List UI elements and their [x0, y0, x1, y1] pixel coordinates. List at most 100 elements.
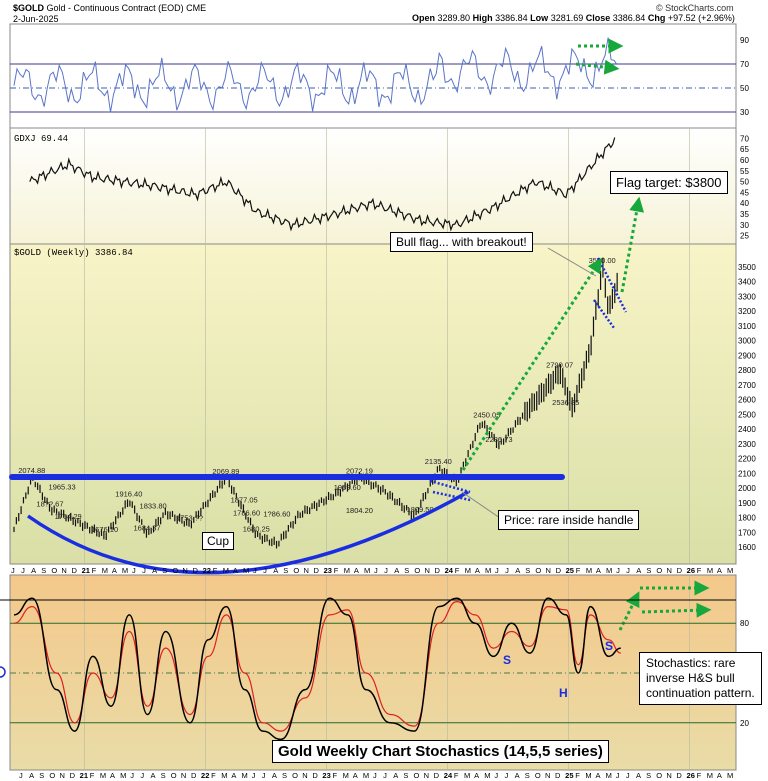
stoch-x-tick: A [231, 771, 236, 780]
gold-x-tick: 26 [687, 566, 695, 575]
gold-x-tick: S [283, 566, 288, 575]
close-label: Close [585, 13, 611, 23]
stoch-x-tick: A [596, 771, 601, 780]
gdxj-tick-label: 70 [740, 134, 749, 143]
stoch-x-tick: J [494, 771, 498, 780]
gold-price-label: 1753.?? [176, 513, 203, 522]
gold-x-tick: J [626, 566, 630, 575]
gold-tick-label: 2600 [738, 396, 756, 405]
stoch-x-tick: F [90, 771, 95, 780]
gold-tick-label: 1600 [738, 543, 756, 552]
stoch-x-tick: A [29, 771, 34, 780]
gold-x-tick: M [122, 566, 128, 575]
stoch-x-tick: J [130, 771, 134, 780]
stoch-x-tick: M [606, 771, 612, 780]
gold-x-tick: D [193, 566, 199, 575]
stoch-x-tick: 26 [687, 771, 695, 780]
symbol: $GOLD [13, 3, 45, 13]
high-value: 3386.84 [495, 13, 528, 23]
stoch-x-tick: O [171, 771, 177, 780]
stoch-x-tick: F [697, 771, 702, 780]
stoch-x-tick: 21 [80, 771, 88, 780]
stoch-x-tick: N [59, 771, 64, 780]
gold-price-label: 1965.33 [49, 482, 76, 491]
gold-price-label: 1877.05 [231, 495, 258, 504]
gold-x-tick: O [293, 566, 299, 575]
cup-curve [26, 490, 469, 575]
gold-tick-label: 2500 [738, 410, 756, 419]
gold-x-tick: M [344, 566, 350, 575]
gold-x-tick: A [475, 566, 480, 575]
target-arrow [620, 196, 645, 293]
gold-x-tick: S [646, 566, 651, 575]
stoch-x-tick: A [353, 771, 358, 780]
gdxj-tick-label: 25 [740, 232, 749, 241]
bull-flag-pointer [547, 247, 597, 277]
gold-tick-label: 2000 [738, 484, 756, 493]
gold-x-tick: J [505, 566, 509, 575]
stoch-x-tick: F [333, 771, 338, 780]
gold-price-label: 2074.88 [18, 466, 45, 475]
stoch-x-tick: A [110, 771, 115, 780]
stoch-x-tick: M [707, 771, 713, 780]
gold-x-tick: 21 [82, 566, 90, 575]
stoch-x-tick: N [424, 771, 429, 780]
gold-x-tick: D [314, 566, 320, 575]
gold-x-tick: O [414, 566, 420, 575]
gold-x-tick: A [596, 566, 601, 575]
stoch-x-tick: J [140, 771, 144, 780]
stoch-x-tick: J [383, 771, 387, 780]
gold-x-tick: A [394, 566, 399, 575]
stoch-x-tick: N [181, 771, 186, 780]
stoch-x-tick: A [717, 771, 722, 780]
stoch-x-tick: A [393, 771, 398, 780]
gold-price-label: 2790.07 [546, 361, 573, 370]
gold-x-tick: A [112, 566, 117, 575]
gdxj-label: GDXJ 69.44 [14, 134, 68, 144]
gold-price-label: 2450.05 [473, 411, 500, 420]
gdxj-tick-label: 45 [740, 188, 749, 197]
gold-price-label: 2135.40 [425, 457, 452, 466]
stoch-x-tick: S [403, 771, 408, 780]
stoch-x-tick: N [666, 771, 671, 780]
inside-handle-pointer [461, 491, 501, 519]
gold-price-label: 2069.89 [212, 467, 239, 476]
gold-tick-label: 3100 [738, 322, 756, 331]
gold-x-tick: D [72, 566, 78, 575]
rsi-series-line [13, 37, 618, 113]
gold-price-label: 1684.37 [133, 524, 160, 533]
gold-x-tick: F [576, 566, 581, 575]
gold-tick-label: 2400 [738, 425, 756, 434]
gold-price-label: 1?86.60 [263, 510, 290, 519]
chg-label: Chg [647, 13, 666, 23]
rsi-tick-label: 90 [740, 36, 749, 45]
stoch-x-tick: M [100, 771, 106, 780]
stoch-x-tick: D [555, 771, 561, 780]
stoch-x-tick: M [242, 771, 248, 780]
stoch-x-tick: A [272, 771, 277, 780]
gold-x-tick: N [424, 566, 429, 575]
stoch-x-tick: N [545, 771, 550, 780]
stoch-note-line-2: inverse H&S bull [646, 671, 735, 685]
gold-price-label: 18??.67 [36, 499, 63, 508]
close-value: 3386.84 [612, 13, 646, 23]
stoch-x-tick: 22 [201, 771, 209, 780]
stoch-tick-label: 80 [740, 619, 749, 628]
gold-x-tick: N [303, 566, 308, 575]
stoch-x-tick: S [646, 771, 651, 780]
gold-price-label: 1764.29 [55, 512, 82, 521]
gold-price-label: 2536.85 [552, 398, 579, 407]
exchange: CME [186, 3, 207, 13]
gdxj-tick-label: 60 [740, 156, 749, 165]
gold-x-tick: F [92, 566, 97, 575]
flagpole-arrow [461, 257, 603, 471]
gold-tick-label: 3200 [738, 307, 756, 316]
gold-price-label: 1959.60 [334, 483, 361, 492]
gold-x-tick: J [374, 566, 378, 575]
stoch-arrow-lower [641, 602, 712, 618]
gold-x-tick: F [334, 566, 339, 575]
stoch-x-tick: D [312, 771, 318, 780]
gold-x-tick: A [31, 566, 36, 575]
stoch-x-tick: D [434, 771, 440, 780]
